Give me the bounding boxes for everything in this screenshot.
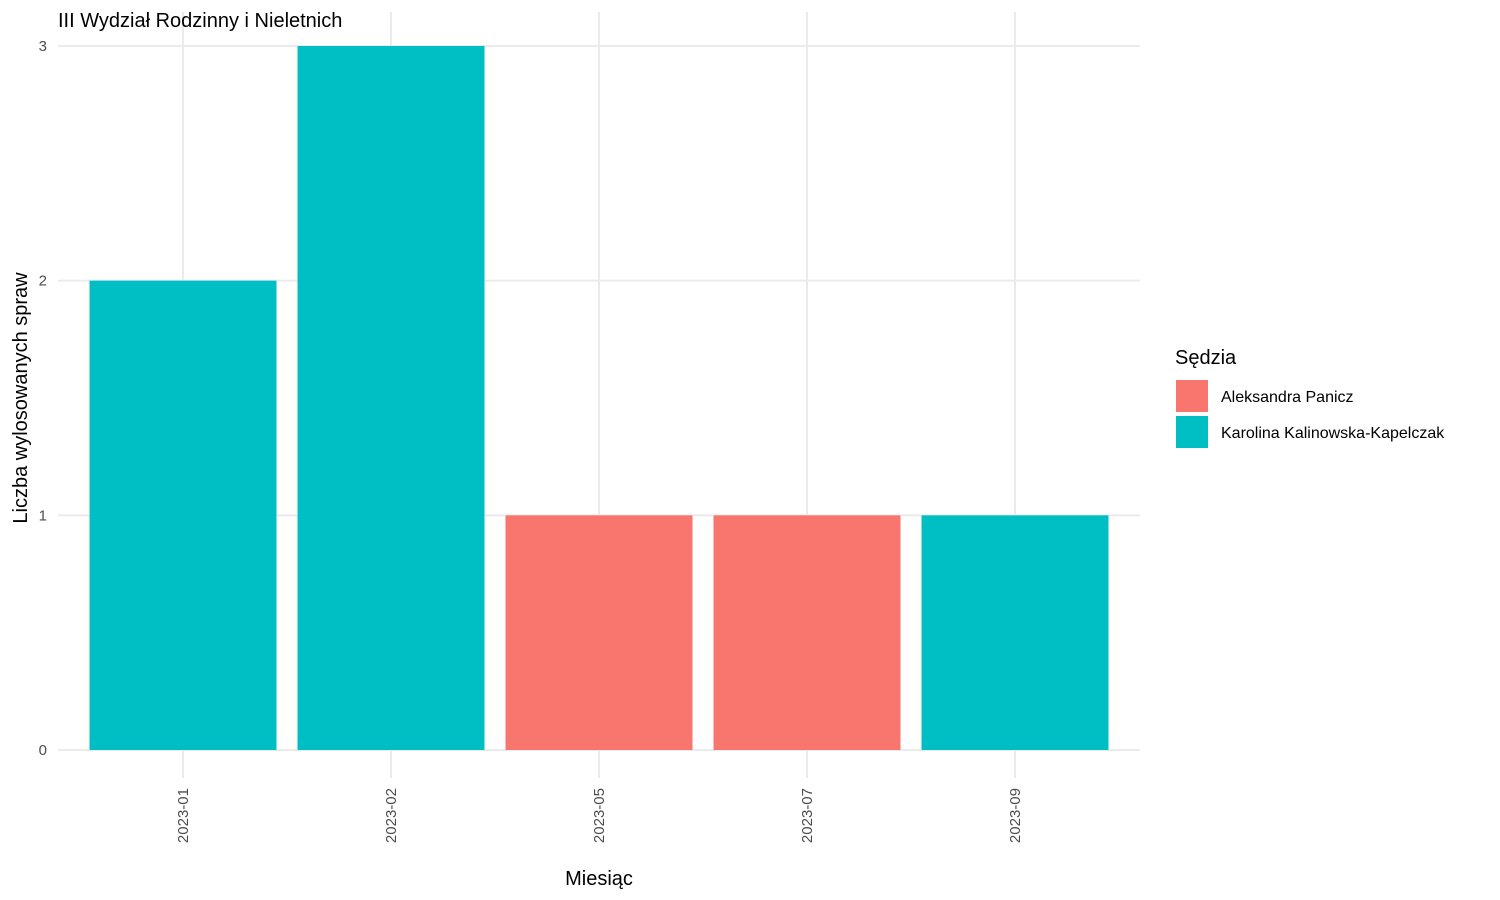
bar-2023-02 xyxy=(297,46,485,750)
y-tick-label-3: 3 xyxy=(39,38,47,55)
y-tick-label-1: 1 xyxy=(39,507,47,524)
legend-key-karolina-kalinowska-kapelczak xyxy=(1176,416,1208,448)
bars-layer xyxy=(89,46,1109,750)
legend-entry-aleksandra-panicz: Aleksandra Panicz xyxy=(1176,380,1354,412)
bar-2023-05 xyxy=(505,515,693,750)
legend-label-aleksandra-panicz: Aleksandra Panicz xyxy=(1221,389,1354,406)
x-tick-label-2023-05: 2023-05 xyxy=(591,788,608,843)
plot-title: III Wydział Rodzinny i Nieletnich xyxy=(58,10,342,32)
legend-label-karolina-kalinowska-kapelczak: Karolina Kalinowska-Kapelczak xyxy=(1221,425,1445,442)
y-tick-label-0: 0 xyxy=(39,742,47,759)
x-axis-ticks: 2023-01 2023-02 2023-05 2023-07 2023-09 xyxy=(175,788,1024,843)
y-axis-title: Liczba wylosowanych spraw xyxy=(10,272,32,524)
bar-2023-01 xyxy=(89,280,277,750)
legend: Sędzia Aleksandra Panicz Karolina Kalino… xyxy=(1175,347,1445,448)
legend-entry-karolina-kalinowska-kapelczak: Karolina Kalinowska-Kapelczak xyxy=(1176,416,1445,448)
legend-title: Sędzia xyxy=(1175,347,1237,369)
x-tick-label-2023-01: 2023-01 xyxy=(175,788,192,843)
x-axis-title: Miesiąc xyxy=(565,868,633,890)
bar-2023-09 xyxy=(921,515,1109,750)
bar-2023-07 xyxy=(713,515,901,750)
y-tick-label-2: 2 xyxy=(39,273,47,290)
x-tick-label-2023-09: 2023-09 xyxy=(1007,788,1024,843)
x-tick-label-2023-07: 2023-07 xyxy=(799,788,816,843)
legend-key-aleksandra-panicz xyxy=(1176,380,1208,412)
y-axis-ticks: 0 1 2 3 xyxy=(39,38,47,759)
x-tick-label-2023-02: 2023-02 xyxy=(383,788,400,843)
